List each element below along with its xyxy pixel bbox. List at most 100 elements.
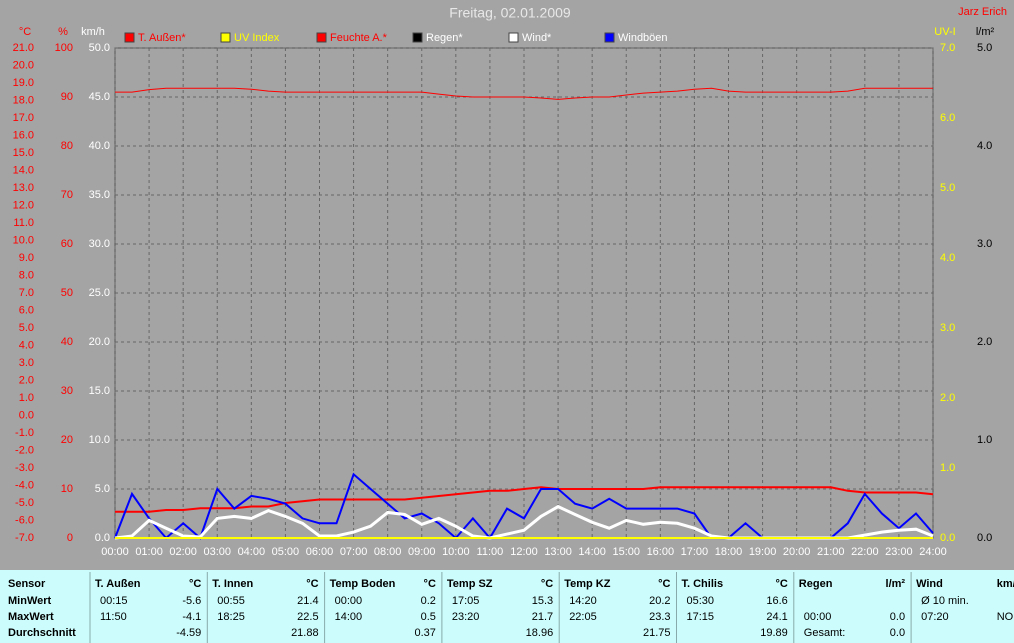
y-tick-label: 100	[55, 42, 73, 54]
x-tick-label: 06:00	[306, 546, 334, 558]
x-tick-label: 18:00	[715, 546, 743, 558]
cell: -5.6	[182, 595, 201, 607]
column-unit: °C	[658, 578, 670, 590]
y-tick-label: 11.0	[13, 217, 34, 229]
y-tick-label: 4.0	[19, 339, 34, 351]
y-tick-label: 1.0	[19, 392, 34, 404]
axis-title: UV-I	[934, 26, 955, 38]
x-tick-label: 00:00	[101, 546, 129, 558]
y-tick-label: -5.0	[15, 497, 34, 509]
cell: 0.0	[890, 627, 905, 639]
legend-label: Wind*	[522, 32, 552, 44]
column-unit: °C	[424, 578, 436, 590]
y-tick-label: 4.0	[940, 252, 955, 264]
y-tick-label: 17.0	[13, 112, 34, 124]
column-title: Temp Boden	[330, 578, 396, 590]
cell: 00:15	[100, 595, 128, 607]
cell: 00:00	[804, 611, 832, 623]
row-label: Sensor	[8, 578, 46, 590]
y-tick-label: 30	[61, 385, 73, 397]
y-tick-label: 2.0	[977, 336, 992, 348]
x-tick-label: 23:00	[885, 546, 913, 558]
y-tick-label: 50	[61, 287, 73, 299]
x-tick-label: 08:00	[374, 546, 402, 558]
x-tick-label: 14:00	[578, 546, 606, 558]
axis-title: %	[58, 26, 68, 38]
y-tick-label: 15.0	[89, 385, 110, 397]
x-tick-label: 22:00	[851, 546, 879, 558]
y-tick-label: 0.0	[977, 532, 992, 544]
axis-title: km/h	[81, 26, 105, 38]
cell: 0.0	[890, 611, 905, 623]
y-tick-label: -7.0	[15, 532, 34, 544]
legend-label: T. Außen*	[138, 32, 186, 44]
x-tick-label: 05:00	[272, 546, 300, 558]
cell: 11:50	[100, 611, 127, 623]
legend-label: Regen*	[426, 32, 463, 44]
x-tick-label: 12:00	[510, 546, 538, 558]
y-tick-label: 3.0	[940, 322, 955, 334]
y-tick-label: 20.0	[13, 59, 34, 71]
cell: 18.96	[526, 627, 554, 639]
cell: 22.5	[297, 611, 318, 623]
legend-swatch	[412, 32, 423, 43]
y-tick-label: 15.0	[13, 147, 34, 159]
cell: -4.1	[182, 611, 201, 623]
x-tick-label: 04:00	[238, 546, 266, 558]
cell: 0.37	[414, 627, 435, 639]
column-title: T. Chilis	[682, 578, 724, 590]
column-title: Wind	[916, 578, 943, 590]
axis-title: °C	[19, 26, 31, 38]
legend-swatch	[124, 32, 135, 43]
cell: 00:00	[335, 595, 363, 607]
y-tick-label: 5.0	[19, 322, 34, 334]
legend-swatch	[508, 32, 519, 43]
column-title: T. Innen	[212, 578, 253, 590]
y-tick-label: 13.0	[13, 182, 34, 194]
y-tick-label: 14.0	[13, 164, 34, 176]
cell: 20.2	[649, 595, 670, 607]
legend-swatch	[316, 32, 327, 43]
column-title: T. Außen	[95, 578, 141, 590]
column-unit: °C	[541, 578, 553, 590]
y-tick-label: 25.0	[89, 287, 110, 299]
y-tick-label: 16.0	[13, 129, 34, 141]
y-tick-label: 2.0	[940, 392, 955, 404]
x-tick-label: 02:00	[169, 546, 197, 558]
legend-label: UV Index	[234, 32, 280, 44]
y-tick-label: 12.0	[13, 199, 34, 211]
y-tick-label: 10.0	[89, 434, 110, 446]
y-tick-label: 2.0	[19, 374, 34, 386]
cell: 14:00	[335, 611, 363, 623]
x-tick-label: 03:00	[203, 546, 231, 558]
stats-table: Sensor MinWert MaxWert Durchschnitt T. Außen…	[0, 570, 1014, 643]
cell: 23.3	[649, 611, 670, 623]
y-tick-label: 9.0	[19, 252, 34, 264]
y-tick-label: 50.0	[89, 42, 110, 54]
y-tick-label: 3.0	[977, 238, 992, 250]
x-tick-label: 16:00	[647, 546, 675, 558]
cell: 22:05	[569, 611, 597, 623]
cell: 14:20	[569, 595, 597, 607]
y-tick-label: 7.0	[19, 287, 34, 299]
x-tick-label: 11:00	[477, 546, 504, 558]
column-unit: km/h	[997, 578, 1014, 590]
y-tick-label: 20.0	[89, 336, 110, 348]
y-tick-label: 45.0	[89, 91, 110, 103]
column-unit: l/m²	[886, 578, 906, 590]
y-tick-label: -2.0	[15, 444, 34, 456]
x-tick-label: 01:00	[135, 546, 163, 558]
y-tick-label: 21.0	[13, 42, 34, 54]
cell: 07:20	[921, 611, 949, 623]
x-tick-label: 24:00	[919, 546, 947, 558]
row-label: MinWert	[8, 595, 52, 607]
cell: 21.4	[297, 595, 318, 607]
cell: 18:25	[217, 611, 245, 623]
y-tick-label: -1.0	[15, 427, 34, 439]
cell: 16.6	[766, 595, 787, 607]
legend-label: Feuchte A.*	[330, 32, 388, 44]
cell: 21.7	[532, 611, 553, 623]
chart: Freitag, 02.01.2009 Jarz Erich 00:00 01:0…	[13, 5, 1007, 558]
author: Jarz Erich	[958, 6, 1007, 18]
